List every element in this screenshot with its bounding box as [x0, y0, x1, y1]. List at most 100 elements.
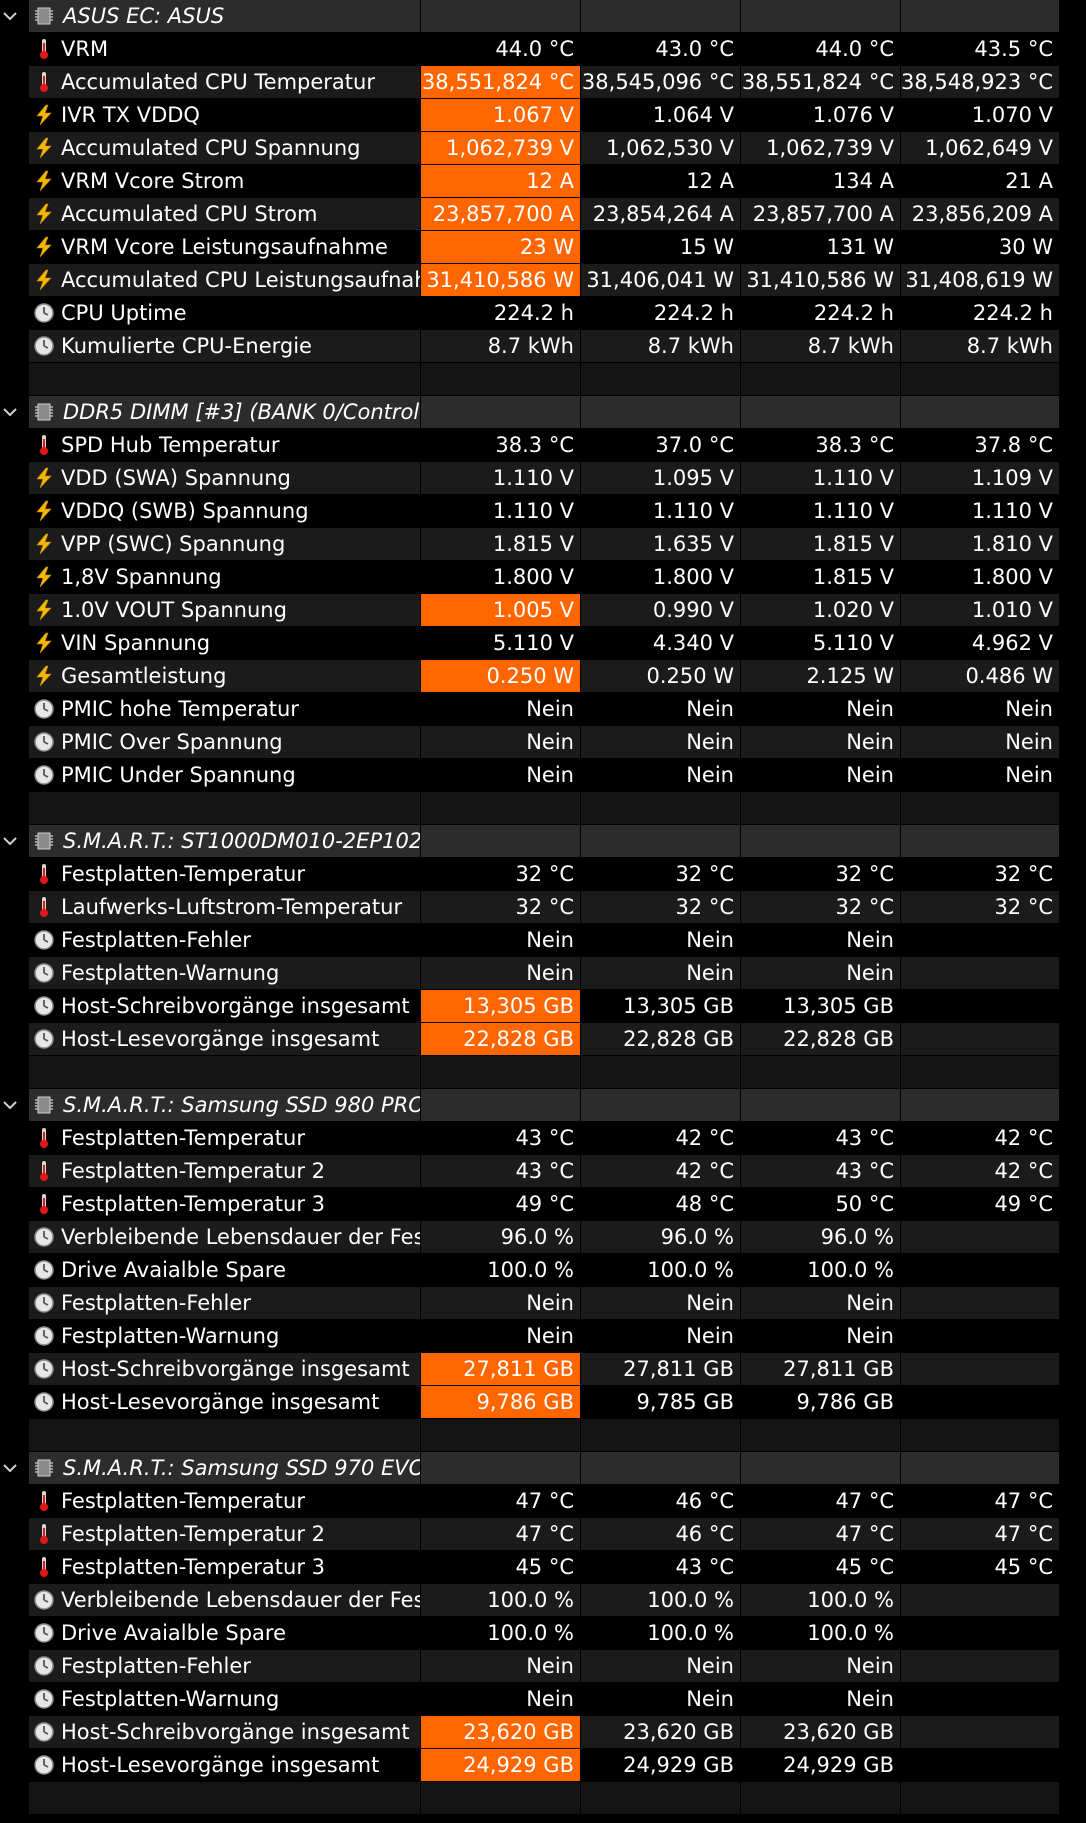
sensor-row[interactable]: Host-Lesevorgänge insgesamt 22,828 GB 22,8… — [0, 1023, 1059, 1056]
section-header[interactable]: ASUS EC: ASUS — [0, 0, 1059, 33]
sensor-label-text: Festplatten-Temperatur 3 — [61, 1555, 326, 1579]
clock-icon — [34, 1029, 54, 1049]
value-average — [901, 1683, 1059, 1715]
value-max: 134 A — [832, 169, 894, 193]
value-current: 49 °C — [515, 1192, 574, 1216]
sensor-row[interactable]: Festplatten-Temperatur 2 47 °C 46 °C 47 °C 4… — [0, 1518, 1059, 1551]
value-max: 22,828 GB — [741, 1023, 900, 1055]
sensor-row[interactable]: Gesamtleistung 0.250 W 0.250 W 2.125 W 0.486… — [0, 660, 1059, 693]
sensor-row[interactable]: Verbleibende Lebensdauer der Fest... 100.… — [0, 1584, 1059, 1617]
sensor-row[interactable]: Drive Avaialble Spare 100.0 % 100.0 % 100.0… — [0, 1254, 1059, 1287]
value-average: 0.486 W — [901, 660, 1059, 692]
spacer-cell — [901, 363, 1059, 395]
chevron-down-icon[interactable] — [2, 6, 18, 26]
chevron-down-icon[interactable] — [2, 1095, 18, 1115]
sensor-row[interactable]: Host-Schreibvorgänge insgesamt 23,620 GB 2… — [0, 1716, 1059, 1749]
value-current: 224.2 h — [493, 301, 574, 325]
sensor-label: Kumulierte CPU-Energie — [29, 330, 420, 362]
sensor-row[interactable]: Host-Schreibvorgänge insgesamt 13,305 GB 1… — [0, 990, 1059, 1023]
chip-icon — [35, 832, 53, 850]
sensor-row[interactable]: IVR TX VDDQ 1.067 V 1.064 V 1.076 V 1.070 V — [0, 99, 1059, 132]
sensor-row[interactable]: Accumulated CPU Strom 23,857,700 A 23,854,… — [0, 198, 1059, 231]
chevron-down-icon[interactable] — [2, 1458, 18, 1478]
lightning-icon — [36, 566, 52, 588]
section-header[interactable]: DDR5 DIMM [#3] (BANK 0/Controll... — [0, 396, 1059, 429]
sensor-row[interactable]: VRM Vcore Leistungsaufnahme 23 W 15 W 131 W… — [0, 231, 1059, 264]
sensor-row[interactable]: 1,8V Spannung 1.800 V 1.800 V 1.815 V 1.800 … — [0, 561, 1059, 594]
sensor-row[interactable]: VRM 44.0 °C 43.0 °C 44.0 °C 43.5 °C — [0, 33, 1059, 66]
value-current: 24,929 GB — [421, 1749, 580, 1781]
thermometer-icon — [40, 1128, 48, 1148]
sensor-row[interactable]: Accumulated CPU Leistungsaufnahme31,410,… — [0, 264, 1059, 297]
spacer-cell — [421, 1056, 580, 1088]
sensor-row[interactable]: Accumulated CPU Spannung 1,062,739 V 1,062… — [0, 132, 1059, 165]
sensor-row[interactable]: Festplatten-Temperatur 3 49 °C 48 °C 50 °C 4… — [0, 1188, 1059, 1221]
sensor-row[interactable]: Host-Schreibvorgänge insgesamt 27,811 GB 2… — [0, 1353, 1059, 1386]
value-min: 42 °C — [675, 1126, 734, 1150]
sensor-row[interactable]: Festplatten-Warnung Nein Nein Nein — [0, 957, 1059, 990]
sensor-label: Festplatten-Fehler — [29, 924, 420, 956]
sensor-label-text: Festplatten-Fehler — [61, 928, 251, 952]
sensor-row[interactable]: Drive Avaialble Spare 100.0 % 100.0 % 100.0… — [0, 1617, 1059, 1650]
sensor-row[interactable]: SPD Hub Temperatur 38.3 °C 37.0 °C 38.3 °C 3… — [0, 429, 1059, 462]
value-min: 12 A — [686, 169, 734, 193]
sensor-row[interactable]: Festplatten-Fehler Nein Nein Nein — [0, 1287, 1059, 1320]
clock-icon — [34, 963, 54, 983]
lightning-icon — [36, 137, 52, 159]
value-current: 43 °C — [421, 1155, 580, 1187]
value-min: 13,305 GB — [623, 994, 734, 1018]
value-average — [901, 1254, 1059, 1286]
sensor-row[interactable]: VRM Vcore Strom 12 A 12 A 134 A 21 A — [0, 165, 1059, 198]
sensor-row[interactable]: Host-Lesevorgänge insgesamt 24,929 GB 24,9… — [0, 1749, 1059, 1782]
value-average: 4.962 V — [971, 631, 1053, 655]
sensor-row[interactable]: Kumulierte CPU-Energie 8.7 kWh 8.7 kWh 8.7 … — [0, 330, 1059, 363]
sensor-row[interactable]: Festplatten-Fehler Nein Nein Nein — [0, 924, 1059, 957]
section-header[interactable]: S.M.A.R.T.: Samsung SSD 970 EVO ... — [0, 1452, 1059, 1485]
sensor-label-text: Accumulated CPU Spannung — [61, 136, 361, 160]
sensor-label-text: Accumulated CPU Leistungsaufnahme — [61, 268, 420, 292]
sensor-row[interactable]: Festplatten-Temperatur 32 °C 32 °C 32 °C 32 … — [0, 858, 1059, 891]
sensor-row[interactable]: VDDQ (SWB) Spannung 1.110 V 1.110 V 1.110 V… — [0, 495, 1059, 528]
sensor-row[interactable]: Verbleibende Lebensdauer der Fest... 96.0… — [0, 1221, 1059, 1254]
sensor-row[interactable]: VIN Spannung 5.110 V 4.340 V 5.110 V 4.962 V — [0, 627, 1059, 660]
sensor-label: Drive Avaialble Spare — [29, 1254, 420, 1286]
section-header[interactable]: S.M.A.R.T.: ST1000DM010-2EP102 (... — [0, 825, 1059, 858]
sensor-row[interactable]: Festplatten-Temperatur 2 43 °C 42 °C 43 °C 4… — [0, 1155, 1059, 1188]
sensor-row[interactable]: Festplatten-Temperatur 3 45 °C 43 °C 45 °C 4… — [0, 1551, 1059, 1584]
lightning-icon — [36, 632, 52, 654]
sensor-label: Host-Lesevorgänge insgesamt — [29, 1023, 420, 1055]
sensor-label-text: Festplatten-Temperatur — [61, 862, 305, 886]
sensor-label: Accumulated CPU Leistungsaufnahme — [29, 264, 420, 296]
value-current: 5.110 V — [492, 631, 574, 655]
section-header[interactable]: S.M.A.R.T.: Samsung SSD 980 PRO ... — [0, 1089, 1059, 1122]
sensor-row[interactable]: Accumulated CPU Temperatur 38,551,824 °C 3… — [0, 66, 1059, 99]
value-max: 1.815 V — [812, 565, 894, 589]
value-current: 32 °C — [515, 862, 574, 886]
value-average: 1.010 V — [901, 594, 1059, 626]
chevron-down-icon[interactable] — [2, 831, 18, 851]
value-min: 96.0 % — [581, 1221, 740, 1253]
sensor-label-text: VDD (SWA) Spannung — [61, 466, 291, 490]
header-spacer — [741, 1089, 900, 1121]
sensor-row[interactable]: Festplatten-Warnung Nein Nein Nein — [0, 1683, 1059, 1716]
spacer-cell — [741, 1782, 900, 1814]
chevron-down-icon[interactable] — [2, 402, 18, 422]
sensor-row[interactable]: Festplatten-Temperatur 43 °C 42 °C 43 °C 42 … — [0, 1122, 1059, 1155]
sensor-row[interactable]: PMIC hohe Temperatur Nein Nein Nein Nein — [0, 693, 1059, 726]
sensor-row[interactable]: PMIC Under Spannung Nein Nein Nein Nein — [0, 759, 1059, 792]
value-min: Nein — [686, 1687, 734, 1711]
sensor-row[interactable]: Festplatten-Warnung Nein Nein Nein — [0, 1320, 1059, 1353]
sensor-row[interactable]: Laufwerks-Luftstrom-Temperatur 32 °C 32 °C… — [0, 891, 1059, 924]
sensor-row[interactable]: Host-Lesevorgänge insgesamt 9,786 GB 9,785… — [0, 1386, 1059, 1419]
value-current: 12 A — [421, 165, 580, 197]
sensor-row[interactable]: PMIC Over Spannung Nein Nein Nein Nein — [0, 726, 1059, 759]
sensor-row[interactable]: CPU Uptime 224.2 h 224.2 h 224.2 h 224.2 h — [0, 297, 1059, 330]
lightning-icon — [36, 599, 52, 621]
sensor-row[interactable]: Festplatten-Temperatur 47 °C 46 °C 47 °C 47 … — [0, 1485, 1059, 1518]
sensor-row[interactable]: Festplatten-Fehler Nein Nein Nein — [0, 1650, 1059, 1683]
section-title-text: DDR5 DIMM [#3] (BANK 0/Controll... — [63, 400, 420, 424]
lightning-icon — [36, 500, 52, 522]
